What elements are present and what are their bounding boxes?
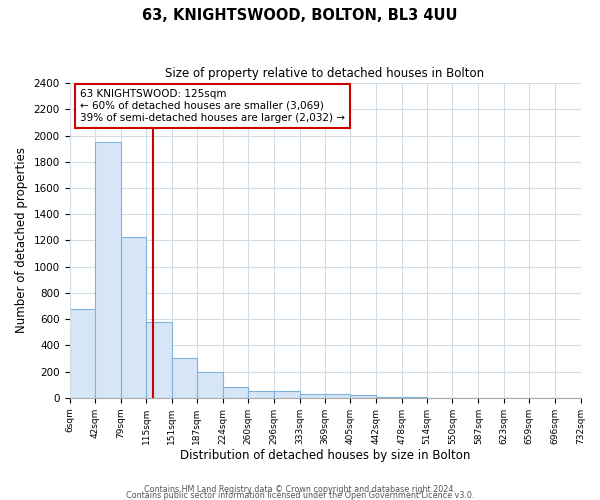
Text: Contains HM Land Registry data © Crown copyright and database right 2024.: Contains HM Land Registry data © Crown c… <box>144 485 456 494</box>
Bar <box>197 372 223 398</box>
Bar <box>70 308 95 398</box>
Bar <box>172 358 197 398</box>
Bar <box>299 394 325 398</box>
Y-axis label: Number of detached properties: Number of detached properties <box>15 148 28 334</box>
Title: Size of property relative to detached houses in Bolton: Size of property relative to detached ho… <box>166 68 485 80</box>
Bar <box>146 322 172 398</box>
Bar <box>402 397 427 398</box>
X-axis label: Distribution of detached houses by size in Bolton: Distribution of detached houses by size … <box>180 450 470 462</box>
Bar <box>95 142 121 398</box>
Bar <box>376 396 402 398</box>
Bar <box>350 395 376 398</box>
Bar <box>325 394 350 398</box>
Bar <box>223 388 248 398</box>
Text: Contains public sector information licensed under the Open Government Licence v3: Contains public sector information licen… <box>126 491 474 500</box>
Text: 63, KNIGHTSWOOD, BOLTON, BL3 4UU: 63, KNIGHTSWOOD, BOLTON, BL3 4UU <box>142 8 458 22</box>
Text: 63 KNIGHTSWOOD: 125sqm
← 60% of detached houses are smaller (3,069)
39% of semi-: 63 KNIGHTSWOOD: 125sqm ← 60% of detached… <box>80 90 345 122</box>
Bar <box>274 392 299 398</box>
Bar <box>248 392 274 398</box>
Bar <box>121 236 146 398</box>
